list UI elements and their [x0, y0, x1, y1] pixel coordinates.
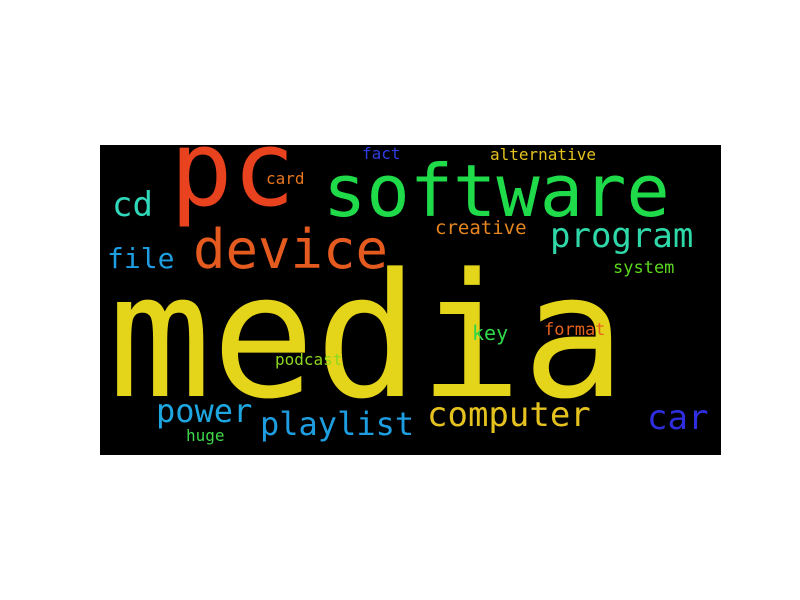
word-system: system: [613, 258, 675, 278]
word-power: power: [156, 392, 253, 430]
word-podcast: podcast: [275, 350, 343, 369]
word-alternative: alternative: [490, 145, 596, 164]
word-program: program: [550, 216, 694, 256]
word-card: card: [266, 169, 305, 188]
word-key: key: [472, 321, 509, 345]
word-car: car: [647, 398, 709, 438]
word-device: device: [193, 218, 389, 281]
word-file: file: [107, 242, 175, 275]
word-format: format: [544, 320, 606, 340]
word-cd: cd: [112, 185, 153, 225]
word-huge: huge: [186, 426, 225, 445]
word-cloud: media pc software device program compute…: [100, 145, 721, 455]
word-fact: fact: [362, 145, 401, 163]
word-playlist: playlist: [260, 405, 415, 443]
word-computer: computer: [427, 395, 591, 435]
word-creative: creative: [435, 217, 527, 239]
word-media: media: [108, 236, 626, 437]
word-pc: pc: [170, 145, 296, 230]
word-software: software: [323, 149, 670, 233]
